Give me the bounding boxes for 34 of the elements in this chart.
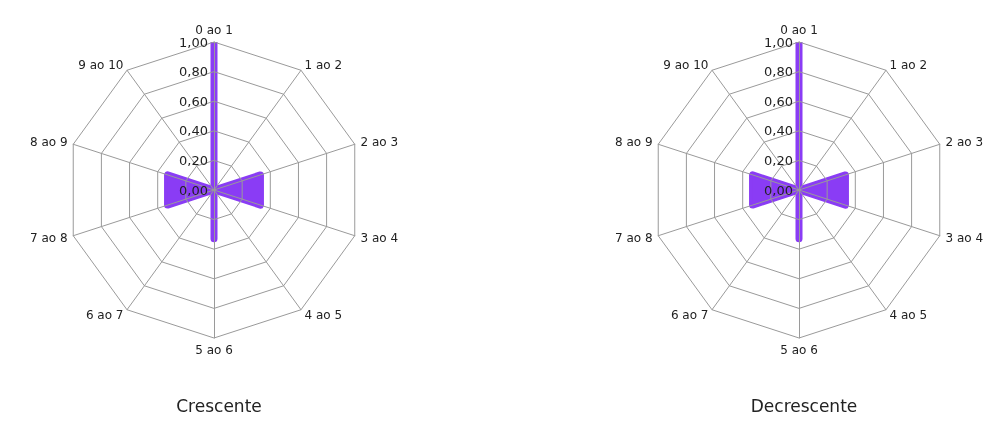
y-tick-label: 1,00 — [764, 34, 793, 50]
y-tick-label: 0,40 — [179, 123, 208, 139]
spoke-label: 5 ao 6 — [195, 343, 233, 357]
spoke-label: 2 ao 3 — [360, 135, 399, 150]
spoke-label: 5 ao 6 — [780, 343, 818, 357]
y-tick-label: 0,20 — [179, 152, 208, 168]
y-tick-label: 0,60 — [179, 93, 208, 109]
spoke-label: 7 ao 8 — [614, 230, 653, 245]
spoke-label: 6 ao 7 — [670, 307, 709, 322]
spoke-label: 8 ao 9 — [614, 135, 653, 150]
text: Decrescente — [750, 395, 858, 416]
y-tick-label: 0,80 — [764, 64, 793, 80]
spoke-label: 3 ao 4 — [945, 230, 984, 245]
y-tick-label: 1,00 — [179, 34, 208, 50]
spoke-label: 0 ao 1 — [195, 22, 233, 37]
spoke-label: 1 ao 2 — [304, 58, 343, 73]
y-tick-label: 0,00 — [179, 182, 208, 198]
spoke-label: 4 ao 5 — [304, 307, 343, 322]
y-tick-label: 0,00 — [764, 182, 793, 198]
spoke-label: 6 ao 7 — [85, 307, 124, 322]
y-tick-label: 0,80 — [179, 64, 208, 80]
spoke-label: 9 ao 10 — [663, 58, 709, 73]
y-tick-label: 0,20 — [764, 152, 793, 168]
spoke-label: 8 ao 9 — [29, 135, 68, 150]
text: Crescente — [176, 395, 262, 416]
spoke-label: 1 ao 2 — [889, 58, 928, 73]
spoke-label: 9 ao 10 — [78, 58, 124, 73]
spoke-label: 4 ao 5 — [889, 307, 928, 322]
y-tick-label: 0,40 — [764, 123, 793, 139]
spoke-label: 0 ao 1 — [780, 22, 818, 37]
spoke-label: 7 ao 8 — [29, 230, 68, 245]
spoke-label: 3 ao 4 — [360, 230, 399, 245]
y-tick-label: 0,60 — [764, 93, 793, 109]
spoke-label: 2 ao 3 — [945, 135, 984, 150]
